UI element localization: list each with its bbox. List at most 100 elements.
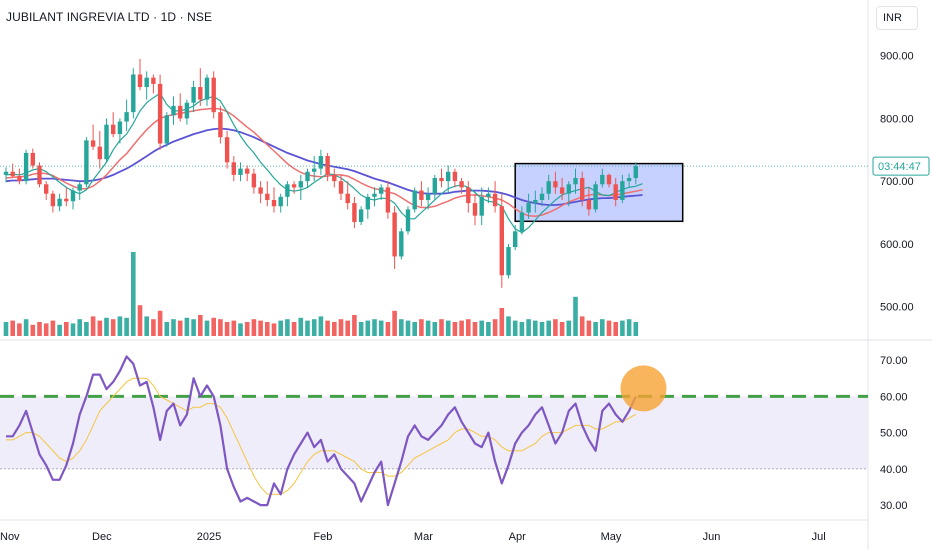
candle-body [439, 178, 444, 182]
volume-bar [358, 322, 364, 336]
candle-body [580, 178, 585, 200]
candle-body [44, 184, 49, 194]
candle-body [412, 190, 417, 210]
candle [580, 171, 585, 207]
volume-bar [365, 320, 371, 336]
time-axis-tick-label: Nov [0, 531, 20, 543]
candle [345, 181, 350, 210]
candle-body [305, 171, 310, 182]
volume-bar [285, 319, 290, 336]
candle [466, 181, 471, 213]
volume-bar [338, 319, 344, 336]
candle-body [157, 83, 163, 144]
time-axis-tick-label: May [601, 531, 622, 543]
volume-bar [499, 308, 505, 336]
volume-bar [559, 322, 565, 336]
candle-body [499, 206, 504, 276]
currency-selector-button[interactable]: INR [876, 6, 918, 30]
candle [312, 156, 317, 182]
price-axis-tick-label: 600.00 [880, 239, 914, 251]
rsi-axis-tick-label: 30.00 [880, 500, 908, 512]
volume-bar [251, 319, 257, 336]
candle-body [338, 181, 344, 194]
candle-body [10, 171, 15, 177]
candle [533, 190, 538, 213]
volume-bar [392, 310, 397, 336]
candle-body [124, 112, 129, 122]
volume-bar [412, 322, 417, 336]
candle-body [573, 178, 578, 185]
volume-bar [17, 323, 22, 336]
candle-body [566, 184, 571, 194]
candle-body [559, 187, 565, 194]
volume-bar [110, 319, 116, 336]
volume-bar [579, 316, 585, 336]
candle [379, 184, 384, 200]
candle-body [519, 212, 525, 232]
volume-bar [452, 322, 458, 336]
volume-bar [492, 319, 498, 336]
volume-bar [419, 319, 424, 336]
volume-bar [164, 322, 170, 336]
volume-bar [211, 317, 216, 336]
time-axis-tick-label: Jul [812, 531, 826, 543]
candle [17, 168, 22, 185]
candle [305, 168, 310, 188]
volume-bar [439, 319, 444, 336]
candle-body [492, 193, 498, 207]
volume-bar [10, 320, 15, 336]
candle [278, 193, 283, 213]
candle [358, 206, 364, 226]
candle-body [405, 209, 411, 232]
rsi-breakout-highlight [620, 365, 667, 412]
candle [566, 181, 571, 207]
volume-bar [566, 320, 572, 336]
candle [546, 174, 551, 200]
candle-body [218, 112, 223, 138]
candle [164, 112, 169, 147]
candle-body [184, 102, 190, 119]
candle-body [104, 124, 109, 160]
volume-bar [425, 320, 431, 336]
volume-bar [385, 322, 391, 336]
candle [526, 193, 531, 219]
volume-bar [325, 320, 330, 336]
candle [251, 168, 257, 194]
volume-bar [445, 320, 451, 336]
candle [3, 167, 9, 183]
volume-bar [57, 324, 62, 336]
volume-bar [432, 322, 438, 336]
volume-bar [231, 320, 237, 336]
candle-body [593, 184, 598, 210]
candle-body [425, 193, 431, 200]
candle [472, 193, 478, 226]
volume-bar [198, 315, 203, 336]
volume-bar [626, 319, 632, 336]
candle [37, 162, 42, 188]
candle-body [204, 77, 210, 100]
candle [633, 162, 638, 185]
volume-bar [278, 320, 283, 336]
candle-body [278, 196, 283, 207]
candle [224, 130, 230, 169]
candle [23, 149, 29, 185]
volume-bar [479, 320, 484, 336]
volume-bar [486, 322, 491, 336]
candle-body [245, 168, 250, 174]
rsi-axis-tick-label: 60.00 [880, 391, 908, 403]
candle [479, 187, 484, 226]
candle [318, 149, 324, 175]
time-axis-tick-label: Feb [313, 531, 332, 543]
candle [291, 181, 297, 194]
candle-body [271, 199, 277, 207]
candle [211, 71, 216, 119]
volume-bar [184, 317, 190, 336]
candle [204, 74, 210, 106]
candle [111, 112, 116, 138]
volume-bar [70, 323, 76, 336]
candle [238, 162, 243, 182]
candle-body [191, 87, 196, 103]
volume-bar [144, 316, 149, 336]
